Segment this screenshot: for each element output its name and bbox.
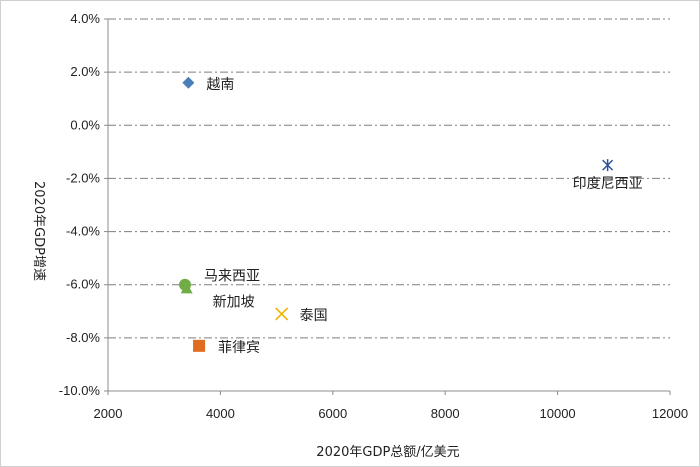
data-point-square: [193, 339, 206, 352]
x-tick-label: 4000: [206, 406, 235, 421]
point-label: 越南: [206, 77, 234, 93]
y-tick-label: -8.0%: [66, 330, 100, 345]
point-label: 印度尼西亚: [573, 176, 643, 192]
point-label: 马来西亚: [204, 269, 260, 285]
point-label: 新加坡: [213, 294, 255, 310]
y-tick-label: -10.0%: [59, 383, 101, 398]
x-tick-label: 12000: [652, 406, 688, 421]
x-tick-label: 6000: [318, 406, 347, 421]
point-label: 菲律宾: [218, 340, 260, 356]
x-tick-label: 8000: [431, 406, 460, 421]
data-point-asterisk: [602, 159, 614, 172]
data-point-x: [275, 307, 289, 321]
x-tick-label: 2000: [94, 406, 123, 421]
data-point-triangle: [180, 282, 193, 294]
point-label: 泰国: [300, 308, 328, 324]
y-tick-labels: 4.0% 2.0% 0.0% -2.0% -4.0% -6.0% -8.0% -10.0%: [59, 11, 101, 398]
grid-lines: [108, 18, 670, 339]
x-tick-label: 10000: [540, 406, 576, 421]
x-tick-labels: 2000 4000 6000 8000 10000 12000: [94, 406, 689, 421]
data-point-diamond: [182, 76, 195, 89]
y-axis-title: 2020年GDP增速: [31, 181, 46, 281]
y-tick-label: -4.0%: [66, 224, 100, 239]
y-tick-label: 2.0%: [70, 64, 100, 79]
x-axis-title: 2020年GDP总额/亿美元: [316, 445, 459, 460]
y-tick-label: -2.0%: [66, 170, 100, 185]
y-tick-label: 0.0%: [70, 117, 100, 132]
axes: [104, 18, 671, 395]
y-tick-label: -6.0%: [66, 277, 100, 292]
data-points: [178, 76, 614, 352]
y-tick-label: 4.0%: [70, 11, 100, 26]
